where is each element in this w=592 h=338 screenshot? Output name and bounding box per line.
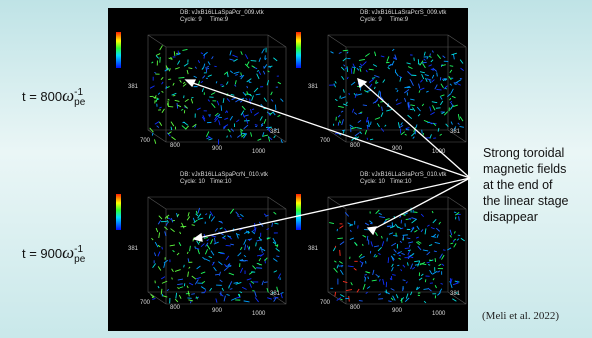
- axis-tick-label: 900: [212, 308, 223, 314]
- panel-db: DB: vJxB16LLaSpaPcrN_010.vtk: [180, 172, 269, 178]
- axis-tick-label: 381: [450, 129, 461, 135]
- axis-tick-label: 381: [270, 291, 281, 297]
- axis-tick-label: 1000: [252, 311, 266, 317]
- vector: [245, 94, 251, 95]
- vector: [459, 216, 460, 220]
- panel-time: Time:10: [390, 179, 412, 185]
- axis-tick-label: 900: [392, 308, 403, 314]
- vector: [276, 256, 279, 257]
- axis-tick-label: 381: [450, 291, 461, 297]
- vector: [207, 68, 209, 69]
- vector: [264, 282, 268, 283]
- vector: [423, 289, 427, 290]
- vector: [265, 55, 266, 59]
- panel-cycle: Cycle: 10: [180, 179, 206, 185]
- axis-tick-label: 900: [392, 146, 403, 152]
- panel-db: DB: vJxB16LLaSraPcrS_009.vtk: [360, 10, 447, 16]
- vector: [351, 68, 352, 74]
- vector: [252, 109, 254, 110]
- vector: [191, 97, 193, 98]
- vector: [393, 254, 395, 255]
- axis-tick-label: 700: [140, 138, 151, 144]
- axis-tick-label: 381: [270, 129, 281, 135]
- vector: [410, 109, 413, 110]
- axis-tick-label: 700: [320, 138, 331, 144]
- axis-tick-label: 900: [212, 146, 223, 152]
- vector: [338, 122, 339, 126]
- vector: [370, 122, 371, 125]
- vector: [226, 245, 231, 246]
- slide: t = 800ω-1pe t = 900ω-1pe Strong toroida…: [0, 0, 592, 338]
- panel-cycle: Cycle: 10: [360, 179, 386, 185]
- vector: [460, 78, 462, 79]
- vector: [363, 244, 364, 246]
- panel-db: DB: vJxB16LLaSpaPcr_009.vtk: [180, 10, 265, 16]
- vector: [365, 275, 367, 276]
- vector: [423, 133, 424, 135]
- vector: [227, 111, 228, 113]
- vector: [256, 268, 262, 269]
- vector: [178, 77, 184, 78]
- vector: [347, 66, 348, 72]
- vector: [437, 72, 438, 76]
- vector: [397, 265, 399, 266]
- vector: [427, 262, 430, 263]
- panel-time: Time:10: [210, 179, 232, 185]
- figure: DB: vJxB16LLaSpaPcr_009.vtkCycle: 9Time:…: [0, 0, 592, 338]
- axis-tick-label: 700: [320, 300, 331, 306]
- vector: [221, 105, 222, 111]
- vector: [162, 247, 163, 249]
- vector: [168, 106, 173, 107]
- vector: [184, 265, 185, 268]
- vector: [443, 250, 446, 251]
- vector: [393, 235, 397, 236]
- panel-time: Time:9: [210, 17, 229, 23]
- vector: [335, 246, 336, 248]
- vector: [388, 257, 389, 263]
- panel-db: DB: vJxB16LLaSraPcrS_010.vtk: [360, 172, 447, 178]
- vector: [450, 66, 453, 67]
- vector: [401, 298, 402, 303]
- axis-tick-label: 800: [350, 305, 361, 311]
- axis-tick-label: 1000: [252, 149, 266, 155]
- axis-tick-label: 381: [128, 246, 139, 252]
- axis-tick-label: 381: [308, 84, 319, 90]
- colorbar: [296, 194, 301, 230]
- panel-cycle: Cycle: 9: [360, 17, 382, 23]
- axis-tick-label: 800: [350, 143, 361, 149]
- colorbar: [116, 194, 121, 230]
- vector: [352, 67, 356, 68]
- panel-cycle: Cycle: 9: [180, 17, 202, 23]
- panel-time: Time:9: [390, 17, 409, 23]
- vector: [425, 279, 426, 282]
- colorbar: [116, 32, 121, 68]
- colorbar: [296, 32, 301, 68]
- vector: [349, 93, 350, 95]
- figure-background: [108, 8, 468, 331]
- vector: [191, 294, 195, 295]
- vector: [249, 246, 250, 249]
- axis-tick-label: 1000: [432, 311, 446, 317]
- axis-tick-label: 381: [128, 84, 139, 90]
- axis-tick-label: 800: [170, 305, 181, 311]
- vector: [405, 248, 410, 249]
- axis-tick-label: 700: [140, 300, 151, 306]
- vector: [372, 78, 375, 79]
- axis-tick-label: 800: [170, 143, 181, 149]
- vector: [457, 281, 458, 283]
- axis-tick-label: 381: [308, 246, 319, 252]
